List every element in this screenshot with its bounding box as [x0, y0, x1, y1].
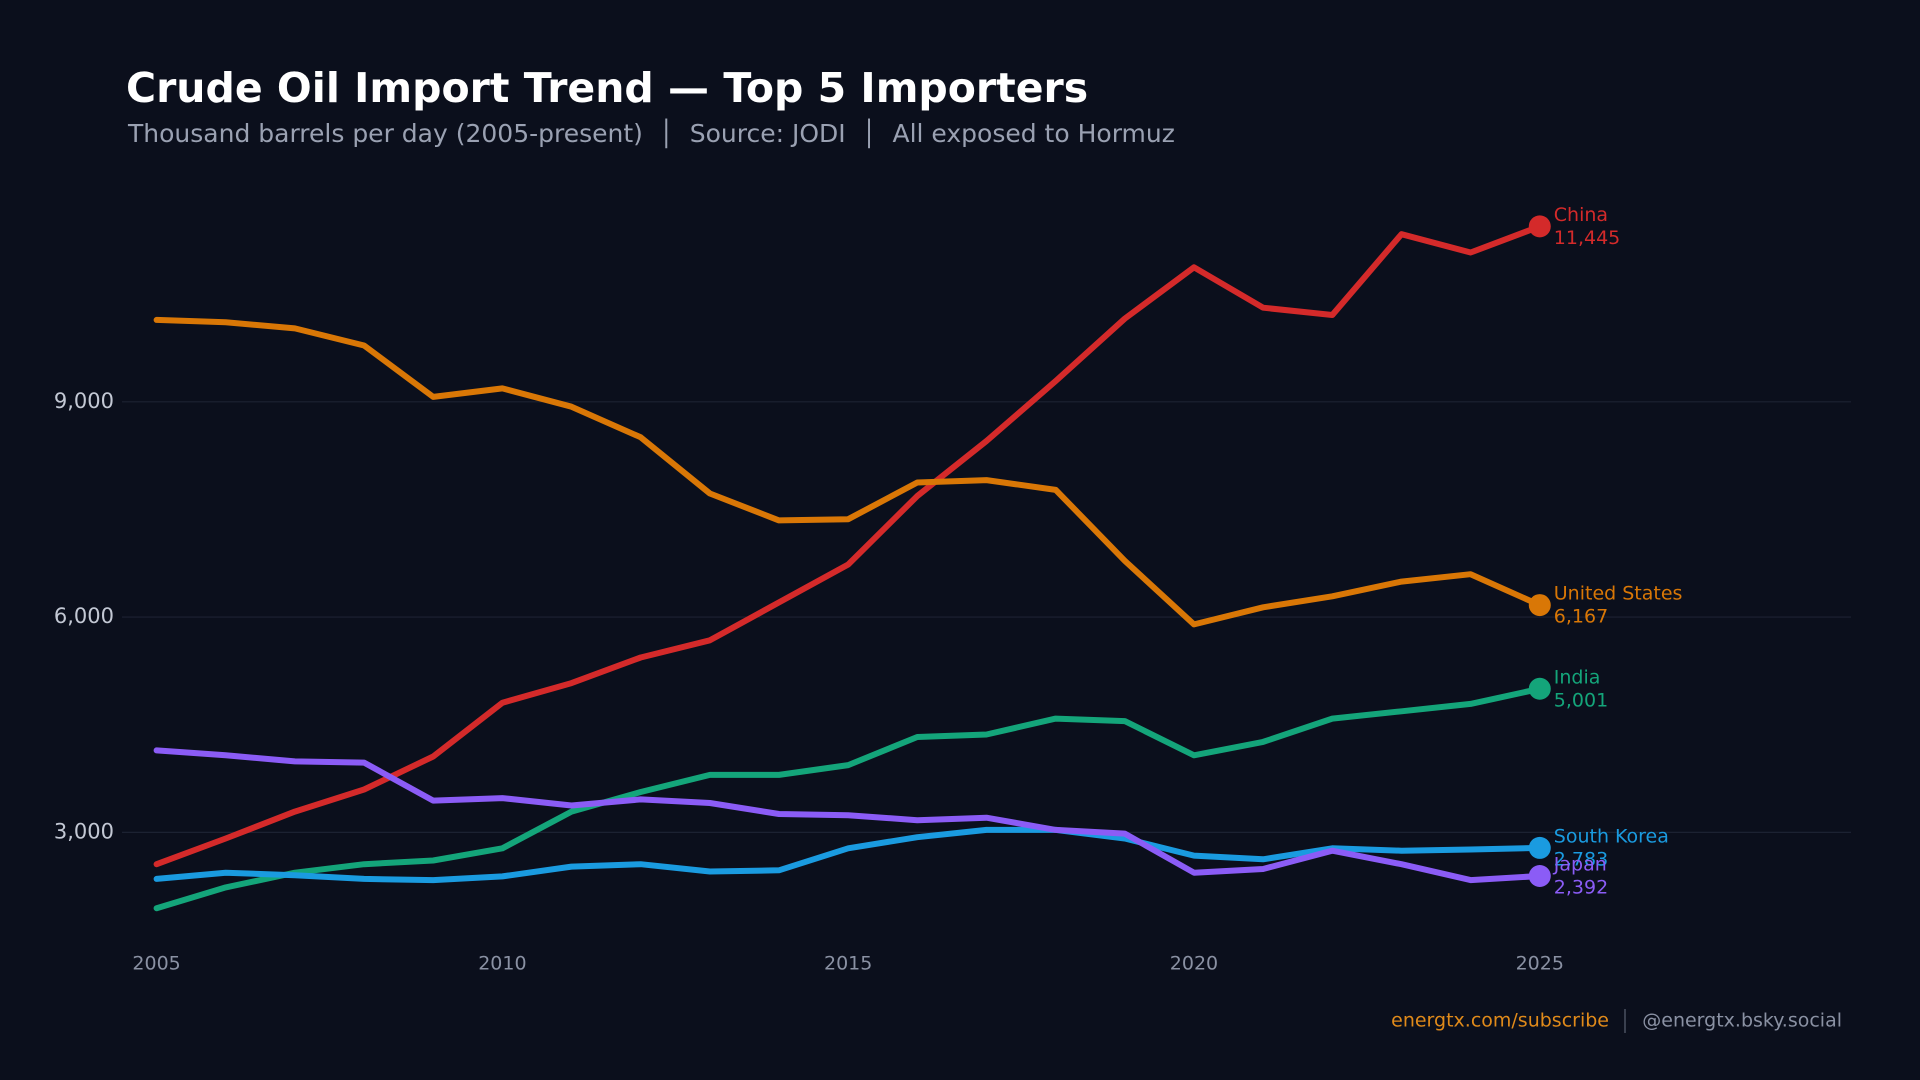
end-point — [1528, 677, 1551, 700]
end-point — [1528, 836, 1551, 859]
x-tick-label: 2025 — [1516, 953, 1564, 975]
value-label: 11,445 — [1554, 227, 1620, 249]
x-tick-label: 2010 — [478, 953, 526, 975]
chart-title: Crude Oil Import Trend — Top 5 Importers — [126, 64, 1088, 112]
series-label: India — [1554, 666, 1601, 688]
series-line — [153, 685, 1543, 912]
x-tick-label: 2015 — [824, 953, 872, 975]
series-line — [153, 223, 1543, 868]
series-line — [153, 747, 1543, 884]
end-point — [1528, 864, 1551, 887]
series-line — [153, 826, 1543, 884]
y-tick-label: 9,000 — [54, 389, 114, 413]
value-label: 6,167 — [1554, 606, 1608, 628]
footer-link[interactable]: energtx.com/subscribe — [1391, 1010, 1609, 1032]
chart-subtitle: Thousand barrels per day (2005-present) … — [127, 118, 1175, 149]
series-line — [153, 316, 1543, 628]
end-point — [1528, 215, 1551, 238]
y-tick-label: 6,000 — [54, 604, 114, 628]
x-tick-label: 2020 — [1170, 953, 1218, 975]
y-tick-label: 3,000 — [54, 819, 114, 843]
x-tick-label: 2005 — [132, 953, 180, 975]
end-point — [1528, 594, 1551, 617]
series-label: Japan — [1553, 853, 1607, 875]
value-label: 2,783 — [1554, 848, 1608, 870]
series-label: China — [1554, 204, 1608, 226]
series-label: South Korea — [1554, 825, 1669, 847]
value-label: 5,001 — [1554, 689, 1608, 711]
value-label: 2,392 — [1554, 876, 1608, 898]
series-label: United States — [1554, 583, 1683, 605]
footer-handle: @energtx.bsky.social — [1642, 1010, 1842, 1032]
